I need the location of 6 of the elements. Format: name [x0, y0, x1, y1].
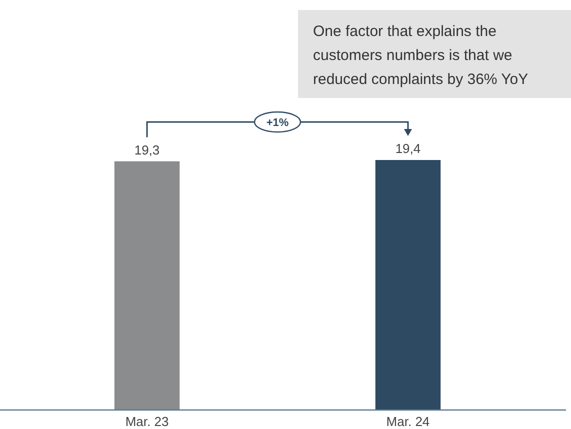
- data-label: 19,4: [395, 141, 421, 156]
- text: +1%: [266, 117, 289, 129]
- data-label: 19,3: [134, 142, 160, 158]
- x-tick-label: Mar. 23: [125, 414, 169, 429]
- x-tick-label: Mar. 24: [386, 414, 430, 429]
- text: One factor that explains the customers numbers is that we reduced complaints by 36% YoY: [313, 23, 528, 88]
